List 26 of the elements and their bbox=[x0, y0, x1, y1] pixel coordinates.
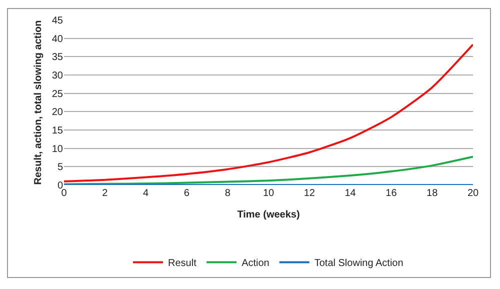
y-tick-label: 45 bbox=[52, 16, 64, 26]
line-series bbox=[64, 156, 473, 185]
legend-label: Total Slowing Action bbox=[314, 258, 404, 270]
y-tick-label: 35 bbox=[52, 52, 64, 64]
x-axis-title: Time (weeks) bbox=[237, 210, 300, 220]
y-tick-label: 25 bbox=[52, 88, 64, 100]
y-tick-label: 30 bbox=[52, 70, 64, 82]
x-tick-label: 8 bbox=[224, 188, 231, 199]
x-tick-label: 6 bbox=[184, 188, 190, 199]
x-tick-label: 12 bbox=[304, 188, 316, 199]
x-tick-label: 4 bbox=[143, 188, 150, 199]
x-tick-label: 14 bbox=[344, 188, 356, 199]
x-tick-label: 16 bbox=[386, 188, 398, 199]
x-tick-label: 20 bbox=[467, 188, 479, 199]
y-tick-label: 20 bbox=[52, 107, 64, 118]
y-axis-title: Result, action, total slowing action bbox=[32, 20, 44, 185]
legend-label: Result bbox=[168, 258, 197, 270]
x-tick-label: 18 bbox=[426, 188, 438, 199]
line-series bbox=[64, 44, 473, 182]
x-tick-label: 10 bbox=[262, 188, 274, 199]
legend-label: Action bbox=[242, 258, 270, 270]
y-tick-label: 40 bbox=[52, 34, 64, 45]
y-tick-label: 5 bbox=[57, 162, 64, 174]
y-tick-label: 15 bbox=[52, 126, 64, 136]
x-tick-label: 2 bbox=[102, 188, 108, 199]
y-tick-label: 10 bbox=[52, 144, 64, 155]
